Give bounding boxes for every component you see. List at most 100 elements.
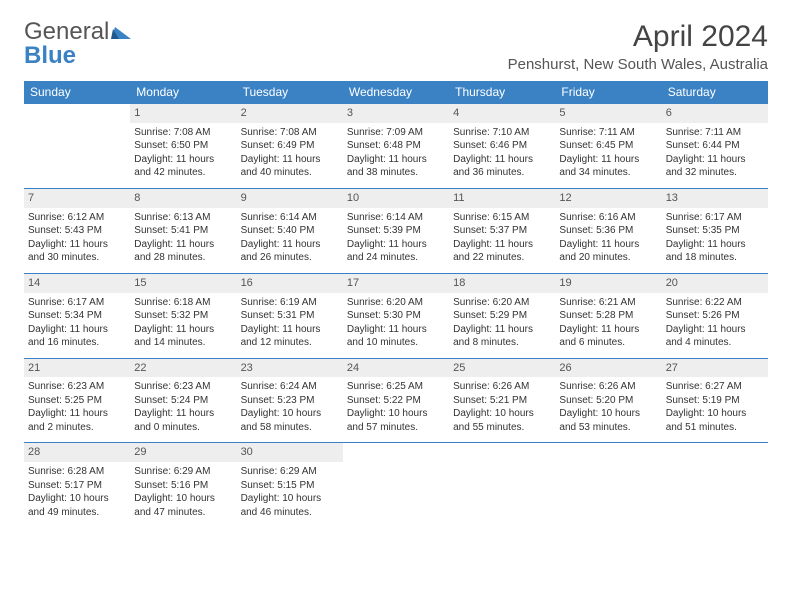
calendar-day-cell: 5Sunrise: 7:11 AMSunset: 6:45 PMDaylight…	[555, 104, 661, 189]
sunset-line: Sunset: 5:17 PM	[28, 479, 126, 493]
sunrise-line: Sunrise: 6:17 AM	[666, 211, 764, 225]
daylight-line: and 49 minutes.	[28, 506, 126, 520]
day-header-cell: Sunday	[24, 81, 130, 104]
calendar-day-cell: 15Sunrise: 6:18 AMSunset: 5:32 PMDayligh…	[130, 273, 236, 358]
sunset-line: Sunset: 5:16 PM	[134, 479, 232, 493]
daylight-line: Daylight: 11 hours	[347, 238, 445, 252]
day-number: 8	[130, 189, 236, 208]
daylight-line: Daylight: 10 hours	[241, 407, 339, 421]
day-number: 20	[662, 274, 768, 293]
day-header-row: Sunday Monday Tuesday Wednesday Thursday…	[24, 81, 768, 104]
daylight-line: and 10 minutes.	[347, 336, 445, 350]
daylight-line: and 30 minutes.	[28, 251, 126, 265]
daylight-line: Daylight: 11 hours	[134, 323, 232, 337]
calendar-day-cell: 8Sunrise: 6:13 AMSunset: 5:41 PMDaylight…	[130, 188, 236, 273]
sunrise-line: Sunrise: 6:29 AM	[241, 465, 339, 479]
daylight-line: and 57 minutes.	[347, 421, 445, 435]
calendar-day-cell: 1Sunrise: 7:08 AMSunset: 6:50 PMDaylight…	[130, 104, 236, 189]
sunset-line: Sunset: 5:23 PM	[241, 394, 339, 408]
day-header-cell: Wednesday	[343, 81, 449, 104]
day-number: 5	[555, 104, 661, 123]
sunset-line: Sunset: 5:19 PM	[666, 394, 764, 408]
day-number: 17	[343, 274, 449, 293]
day-number: 15	[130, 274, 236, 293]
day-number: 22	[130, 359, 236, 378]
sunset-line: Sunset: 5:35 PM	[666, 224, 764, 238]
daylight-line: and 47 minutes.	[134, 506, 232, 520]
day-number: 9	[237, 189, 343, 208]
calendar-day-cell: 27Sunrise: 6:27 AMSunset: 5:19 PMDayligh…	[662, 358, 768, 443]
sunset-line: Sunset: 6:48 PM	[347, 139, 445, 153]
day-header-cell: Friday	[555, 81, 661, 104]
sunrise-line: Sunrise: 7:08 AM	[241, 126, 339, 140]
sunset-line: Sunset: 5:25 PM	[28, 394, 126, 408]
calendar-day-cell: 30Sunrise: 6:29 AMSunset: 5:15 PMDayligh…	[237, 443, 343, 527]
daylight-line: Daylight: 10 hours	[28, 492, 126, 506]
sunrise-line: Sunrise: 6:25 AM	[347, 380, 445, 394]
day-number: 6	[662, 104, 768, 123]
day-number: 18	[449, 274, 555, 293]
sunrise-line: Sunrise: 6:14 AM	[347, 211, 445, 225]
calendar-day-cell: 19Sunrise: 6:21 AMSunset: 5:28 PMDayligh…	[555, 273, 661, 358]
sunrise-line: Sunrise: 6:26 AM	[559, 380, 657, 394]
daylight-line: and 53 minutes.	[559, 421, 657, 435]
daylight-line: Daylight: 11 hours	[28, 238, 126, 252]
day-number: 27	[662, 359, 768, 378]
daylight-line: Daylight: 10 hours	[666, 407, 764, 421]
day-number: 16	[237, 274, 343, 293]
daylight-line: Daylight: 10 hours	[241, 492, 339, 506]
day-number: 14	[24, 274, 130, 293]
calendar-day-cell: 28Sunrise: 6:28 AMSunset: 5:17 PMDayligh…	[24, 443, 130, 527]
daylight-line: and 32 minutes.	[666, 166, 764, 180]
daylight-line: Daylight: 11 hours	[241, 323, 339, 337]
daylight-line: Daylight: 11 hours	[241, 153, 339, 167]
daylight-line: Daylight: 11 hours	[241, 238, 339, 252]
daylight-line: Daylight: 11 hours	[453, 323, 551, 337]
daylight-line: and 16 minutes.	[28, 336, 126, 350]
day-header-cell: Tuesday	[237, 81, 343, 104]
sunset-line: Sunset: 5:32 PM	[134, 309, 232, 323]
daylight-line: Daylight: 11 hours	[666, 238, 764, 252]
daylight-line: and 24 minutes.	[347, 251, 445, 265]
calendar-day-cell	[343, 443, 449, 527]
calendar-day-cell: 2Sunrise: 7:08 AMSunset: 6:49 PMDaylight…	[237, 104, 343, 189]
day-number: 7	[24, 189, 130, 208]
sunset-line: Sunset: 5:31 PM	[241, 309, 339, 323]
calendar-day-cell: 7Sunrise: 6:12 AMSunset: 5:43 PMDaylight…	[24, 188, 130, 273]
sunrise-line: Sunrise: 6:28 AM	[28, 465, 126, 479]
daylight-line: Daylight: 11 hours	[559, 238, 657, 252]
calendar-day-cell	[449, 443, 555, 527]
sunrise-line: Sunrise: 6:21 AM	[559, 296, 657, 310]
daylight-line: and 0 minutes.	[134, 421, 232, 435]
day-header-cell: Monday	[130, 81, 236, 104]
sunrise-line: Sunrise: 6:26 AM	[453, 380, 551, 394]
sunset-line: Sunset: 6:44 PM	[666, 139, 764, 153]
daylight-line: Daylight: 10 hours	[453, 407, 551, 421]
calendar-day-cell: 10Sunrise: 6:14 AMSunset: 5:39 PMDayligh…	[343, 188, 449, 273]
daylight-line: Daylight: 10 hours	[134, 492, 232, 506]
day-number: 11	[449, 189, 555, 208]
day-number: 13	[662, 189, 768, 208]
daylight-line: and 55 minutes.	[453, 421, 551, 435]
sunrise-line: Sunrise: 6:15 AM	[453, 211, 551, 225]
daylight-line: Daylight: 11 hours	[134, 153, 232, 167]
sunrise-line: Sunrise: 6:20 AM	[347, 296, 445, 310]
calendar-day-cell: 21Sunrise: 6:23 AMSunset: 5:25 PMDayligh…	[24, 358, 130, 443]
calendar-day-cell	[662, 443, 768, 527]
sunrise-line: Sunrise: 7:10 AM	[453, 126, 551, 140]
calendar-day-cell: 11Sunrise: 6:15 AMSunset: 5:37 PMDayligh…	[449, 188, 555, 273]
sunrise-line: Sunrise: 6:17 AM	[28, 296, 126, 310]
logo-text-blue: Blue	[24, 42, 76, 69]
calendar-day-cell: 25Sunrise: 6:26 AMSunset: 5:21 PMDayligh…	[449, 358, 555, 443]
day-number: 23	[237, 359, 343, 378]
sunset-line: Sunset: 5:15 PM	[241, 479, 339, 493]
day-number: 26	[555, 359, 661, 378]
daylight-line: Daylight: 11 hours	[666, 323, 764, 337]
daylight-line: Daylight: 11 hours	[28, 407, 126, 421]
daylight-line: and 8 minutes.	[453, 336, 551, 350]
sunset-line: Sunset: 5:24 PM	[134, 394, 232, 408]
daylight-line: Daylight: 11 hours	[347, 323, 445, 337]
logo-text-general: General	[24, 18, 109, 45]
calendar-day-cell: 16Sunrise: 6:19 AMSunset: 5:31 PMDayligh…	[237, 273, 343, 358]
calendar-day-cell: 3Sunrise: 7:09 AMSunset: 6:48 PMDaylight…	[343, 104, 449, 189]
